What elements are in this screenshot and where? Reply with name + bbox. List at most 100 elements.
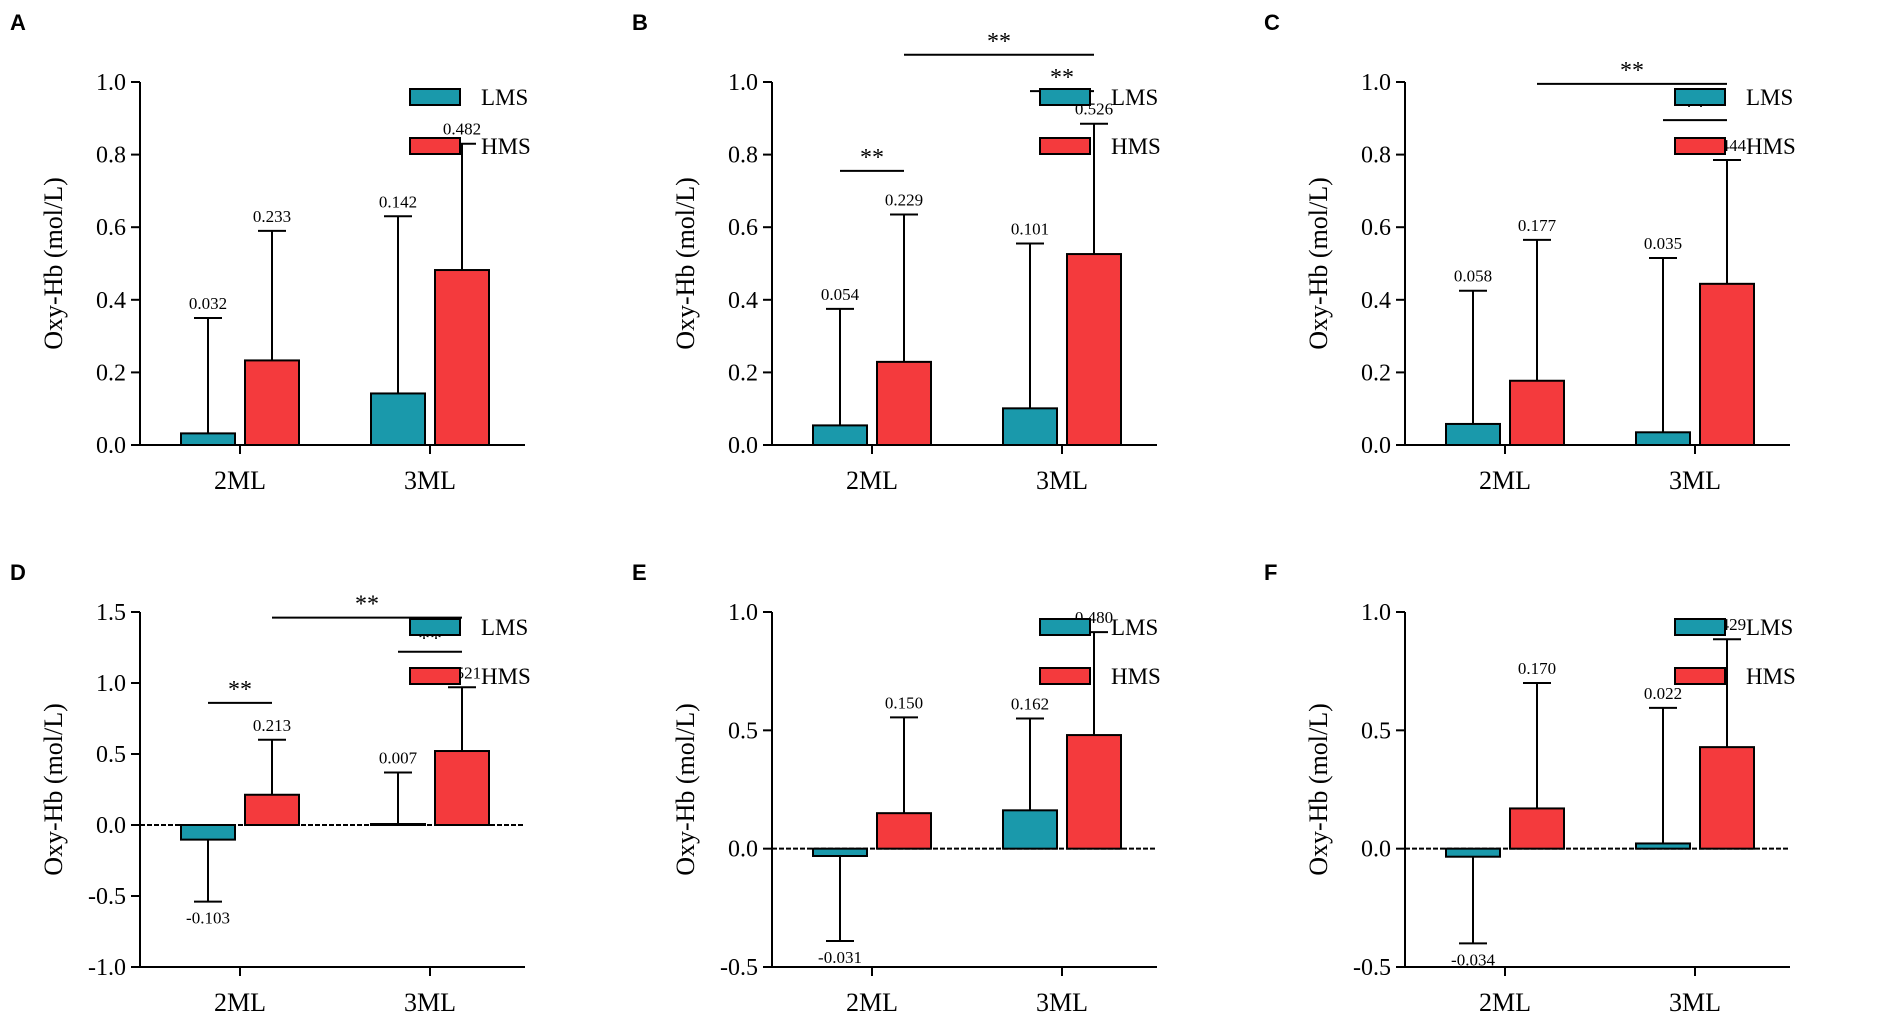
y-tick-label: 0.2 [96, 360, 126, 386]
legend-label-hms: HMS [481, 134, 531, 159]
bar-lms-2ml [812, 847, 868, 858]
legend-swatch-lms [1674, 88, 1726, 106]
y-axis-title: Oxy-Hb (mol/L) [671, 703, 700, 876]
bar-lms-3ml [370, 823, 426, 827]
value-label: 0.032 [189, 294, 227, 313]
panel-letter: E [632, 560, 647, 585]
legend-swatch-lms [1039, 88, 1091, 106]
y-tick-label: 0.0 [96, 433, 126, 459]
x-category-label: 2ML [214, 466, 266, 495]
significance-label: ** [1050, 65, 1074, 91]
y-tick-label: 0.2 [728, 360, 758, 386]
value-label: 0.058 [1454, 267, 1492, 286]
legend-label-lms: LMS [1746, 85, 1793, 110]
bar-hms-3ml [1066, 734, 1122, 850]
y-tick-label: 0.5 [728, 718, 758, 744]
bar-lms-2ml [180, 824, 236, 841]
legend-label-hms: HMS [1746, 134, 1796, 159]
legend-label-hms: HMS [1111, 134, 1161, 159]
bar-hms-3ml [1699, 282, 1755, 446]
panel-d: D Oxy-Hb (mol/L) -1.0 -0.5 0.0 0.5 1.0 1.5 2ML 3M… [10, 560, 531, 1017]
y-tick-label: 1.0 [728, 600, 758, 626]
value-label: 0.233 [253, 207, 291, 226]
legend-label-lms: LMS [481, 85, 528, 110]
value-label: -0.034 [1451, 950, 1495, 969]
value-label: 0.022 [1644, 684, 1682, 703]
legend-label-lms: LMS [1111, 615, 1158, 640]
x-category-label: 2ML [846, 466, 898, 495]
significance-label: ** [355, 592, 379, 618]
significance-label: ** [860, 145, 884, 171]
panel-letter: D [10, 560, 26, 585]
y-tick-label: 0.6 [728, 215, 758, 241]
y-tick-label: 0.2 [1361, 360, 1391, 386]
legend-swatch-hms [1674, 137, 1726, 155]
y-tick-label: 1.0 [728, 70, 758, 96]
legend-swatch-hms [1039, 137, 1091, 155]
bar-hms-3ml [434, 750, 490, 827]
value-label: 0.150 [885, 693, 923, 712]
value-label: -0.031 [818, 948, 862, 967]
legend-label-lms: LMS [1746, 615, 1793, 640]
bar-hms-3ml [1066, 253, 1122, 446]
y-tick-label: 0.5 [96, 742, 126, 768]
y-axis-title: Oxy-Hb (mol/L) [1304, 703, 1333, 876]
bar-hms-2ml [876, 812, 932, 850]
legend-swatch-lms [409, 88, 461, 106]
value-label: 0.213 [253, 716, 291, 735]
x-category-label: 3ML [1669, 466, 1721, 495]
x-category-label: 3ML [1669, 988, 1721, 1017]
value-label: 0.162 [1011, 695, 1049, 714]
y-tick-label: 0.0 [1361, 837, 1391, 863]
legend-swatch-lms [1674, 618, 1726, 636]
legend-label-hms: HMS [1111, 664, 1161, 689]
y-tick-label: 0.0 [728, 837, 758, 863]
y-tick-label: 0.0 [728, 433, 758, 459]
panel-letter: C [1264, 10, 1280, 35]
panel-letter: A [10, 10, 26, 35]
y-tick-label: 0.4 [728, 288, 758, 314]
bar-hms-2ml [876, 360, 932, 446]
y-tick-label: 1.0 [96, 70, 126, 96]
y-tick-label: -1.0 [88, 955, 126, 981]
legend-swatch-lms [1039, 618, 1091, 636]
x-category-label: 3ML [404, 466, 456, 495]
x-category-label: 2ML [1479, 988, 1531, 1017]
x-category-label: 2ML [1479, 466, 1531, 495]
y-tick-label: 1.0 [96, 671, 126, 697]
y-tick-label: 0.0 [96, 813, 126, 839]
y-tick-label: 0.8 [1361, 143, 1391, 169]
x-category-label: 3ML [1036, 988, 1088, 1017]
legend-swatch-hms [1674, 667, 1726, 685]
x-category-label: 3ML [1036, 466, 1088, 495]
y-tick-label: 0.5 [1361, 718, 1391, 744]
bar-hms-2ml [1509, 807, 1565, 850]
value-label: 0.054 [821, 285, 860, 304]
y-tick-label: 1.0 [1361, 600, 1391, 626]
legend-label-lms: LMS [481, 615, 528, 640]
y-tick-label: 1.0 [1361, 70, 1391, 96]
bar-lms-2ml [180, 432, 236, 447]
value-label: 0.142 [379, 192, 417, 211]
y-tick-label: -0.5 [1353, 955, 1391, 981]
y-axis-title: Oxy-Hb (mol/L) [671, 177, 700, 350]
bar-lms-2ml [1445, 422, 1501, 447]
legend-swatch-hms [409, 137, 461, 155]
y-tick-label: 0.6 [96, 215, 126, 241]
y-tick-label: 0.4 [96, 288, 126, 314]
y-tick-label: 0.0 [1361, 433, 1391, 459]
panel-b: B Oxy-Hb (mol/L) 0.0 0.2 0.4 0.6 0.8 1.0 2ML 3ML 0… [632, 10, 1161, 495]
value-label: 0.229 [885, 190, 923, 209]
bar-hms-3ml [1699, 746, 1755, 850]
panel-c: C Oxy-Hb (mol/L) 0.0 0.2 0.4 0.6 0.8 1.0 2ML 3ML 0… [1264, 10, 1796, 495]
legend-swatch-hms [409, 667, 461, 685]
significance-label: ** [228, 677, 252, 703]
bar-lms-3ml [1002, 809, 1058, 850]
y-tick-label: -0.5 [88, 884, 126, 910]
x-category-label: 2ML [214, 988, 266, 1017]
x-category-label: 3ML [404, 988, 456, 1017]
panel-a: A Oxy-Hb (mol/L) 0.0 0.2 0.4 0.6 0.8 1.0 2ML 3ML 0… [10, 10, 531, 495]
legend-label-hms: HMS [481, 664, 531, 689]
